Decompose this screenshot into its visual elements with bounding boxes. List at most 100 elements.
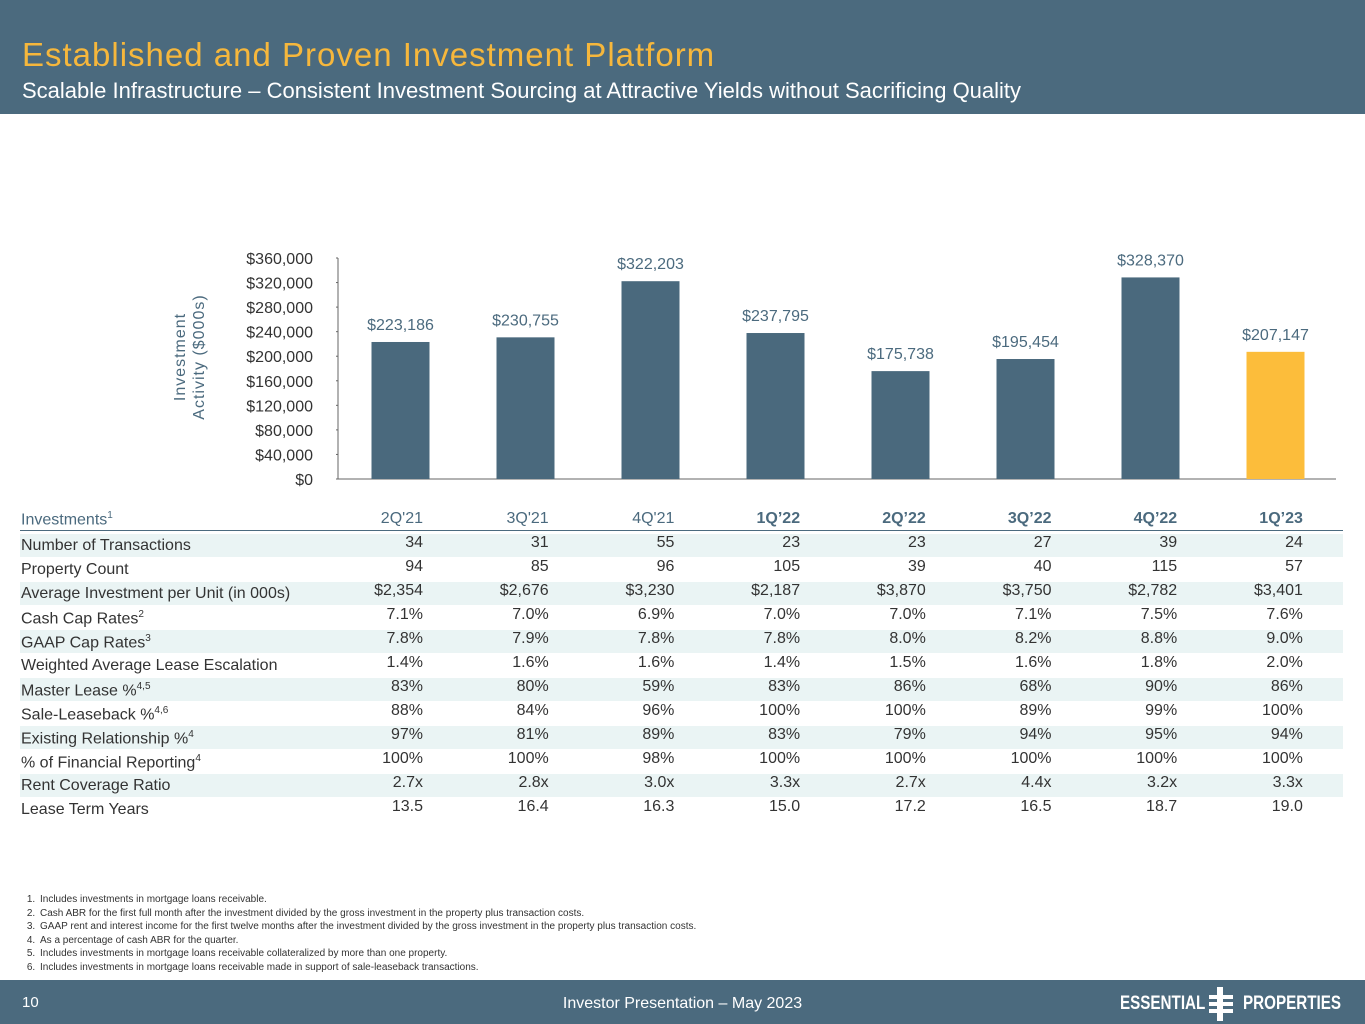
cell: 39 <box>1159 534 1178 551</box>
cell: 100% <box>1136 750 1178 767</box>
bar <box>371 341 430 479</box>
cell: 94% <box>1270 726 1303 743</box>
cell: 84% <box>516 702 549 719</box>
data-label: $223,186 <box>367 317 434 334</box>
cell: 94% <box>1019 726 1052 743</box>
cell: 24 <box>1285 534 1303 551</box>
cell: 95% <box>1145 726 1178 743</box>
row-label: Weighted Average Lease Escalation <box>21 657 277 675</box>
cell: 57 <box>1285 558 1303 575</box>
row-band <box>20 534 1343 557</box>
cell: 55 <box>656 534 675 551</box>
row-label-text: Cash Cap Rates <box>21 610 139 628</box>
cell: 16.4 <box>517 798 549 815</box>
cell: 8.8% <box>1140 630 1178 647</box>
cell: 23 <box>782 534 801 551</box>
cell: $3,870 <box>876 582 926 599</box>
cell: 7.8% <box>386 630 423 647</box>
cell: 7.0% <box>512 606 549 623</box>
cell: 23 <box>908 534 926 551</box>
cell: 31 <box>530 534 549 551</box>
cell: 7.1% <box>386 606 423 623</box>
column-header: 3Q’22 <box>1007 510 1052 527</box>
cell: 9.0% <box>1266 630 1303 647</box>
bar <box>746 333 805 479</box>
y-axis-label-line: Activity ($000s) <box>191 294 208 419</box>
row-label-sup: 4,6 <box>154 705 169 716</box>
footnote: Cash ABR for the first full month after … <box>38 907 696 921</box>
cell: 83% <box>390 678 423 695</box>
corner-label: Investments <box>21 511 108 529</box>
header-rule <box>20 530 1343 531</box>
y-tick-label: $120,000 <box>246 398 313 415</box>
y-tick-label: $160,000 <box>246 374 313 391</box>
table-corner: Investments1 <box>21 510 113 529</box>
cell: 86% <box>893 678 926 695</box>
y-tick-label: $40,000 <box>255 447 313 464</box>
cell: 105 <box>773 558 801 575</box>
row-label: Master Lease %4,5 <box>21 681 151 700</box>
row-label: Cash Cap Rates2 <box>21 609 144 628</box>
cell: 99% <box>1145 702 1178 719</box>
cell: 98% <box>642 750 675 767</box>
row-label: GAAP Cap Rates3 <box>21 633 151 652</box>
cell: 4.4x <box>1021 774 1052 791</box>
cell: 100% <box>382 750 423 767</box>
cell: 80% <box>516 678 549 695</box>
row-label: Property Count <box>21 561 129 579</box>
row-band <box>20 726 1343 749</box>
cell: $2,782 <box>1128 582 1178 599</box>
subtitle: Scalable Infrastructure – Consistent Inv… <box>22 78 1022 103</box>
footer-text: Investor Presentation – May 2023 <box>562 995 803 1012</box>
cell: 97% <box>390 726 423 743</box>
cell: 89% <box>642 726 675 743</box>
bar <box>996 359 1055 479</box>
chart: Investment Activity ($000s) $0 $40,000 $80,0… <box>172 251 1336 489</box>
data-label: $237,795 <box>742 308 809 325</box>
logo-icon <box>1209 987 1233 1021</box>
cell: 59% <box>642 678 675 695</box>
cell: 89% <box>1019 702 1052 719</box>
row-label: Average Investment per Unit (in 000s) <box>21 585 290 603</box>
bar <box>1246 351 1305 479</box>
column-header: 2Q'21 <box>380 510 423 527</box>
cell: 34 <box>405 534 423 551</box>
cell: 7.9% <box>512 630 549 647</box>
cell: 100% <box>1261 750 1303 767</box>
cell: 3.3x <box>1272 774 1303 791</box>
cell: 3.2x <box>1146 774 1178 791</box>
cell: 79% <box>893 726 926 743</box>
row-band <box>20 678 1343 701</box>
row-band <box>20 774 1343 797</box>
cell: 1.6% <box>512 654 549 671</box>
cell: 81% <box>516 726 549 743</box>
row-label-text: Lease Term Years <box>21 801 149 818</box>
cell: 90% <box>1145 678 1178 695</box>
cell: 100% <box>1261 702 1303 719</box>
cell: 1.5% <box>889 654 926 671</box>
cell: 100% <box>759 750 801 767</box>
cell: 3.0x <box>644 774 675 791</box>
cell: 7.8% <box>637 630 675 647</box>
row-label: Rent Coverage Ratio <box>21 777 170 795</box>
footnote: Includes investments in mortgage loans r… <box>38 961 696 975</box>
bar <box>496 337 555 479</box>
row-label-text: % of Financial Reporting <box>21 754 196 772</box>
y-tick-label: $360,000 <box>246 251 313 268</box>
column-header: 2Q’22 <box>882 510 926 527</box>
row-label-sup: 4 <box>195 753 201 764</box>
row-label-sup: 4,5 <box>136 681 151 692</box>
cell: 18.7 <box>1146 798 1178 815</box>
cell: 7.5% <box>1140 606 1178 623</box>
cell: 100% <box>759 702 801 719</box>
cell: 1.8% <box>1140 654 1178 671</box>
cell: 115 <box>1151 558 1178 575</box>
cell: 17.2 <box>894 798 926 815</box>
logo-left: ESSENTIAL <box>1120 993 1206 1014</box>
y-tick-label: $280,000 <box>246 300 313 317</box>
cell: 7.6% <box>1266 606 1303 623</box>
row-label-text: Property Count <box>21 561 129 578</box>
row-label-text: Sale-Leaseback % <box>21 706 155 724</box>
y-tick-label: $0 <box>295 472 313 489</box>
